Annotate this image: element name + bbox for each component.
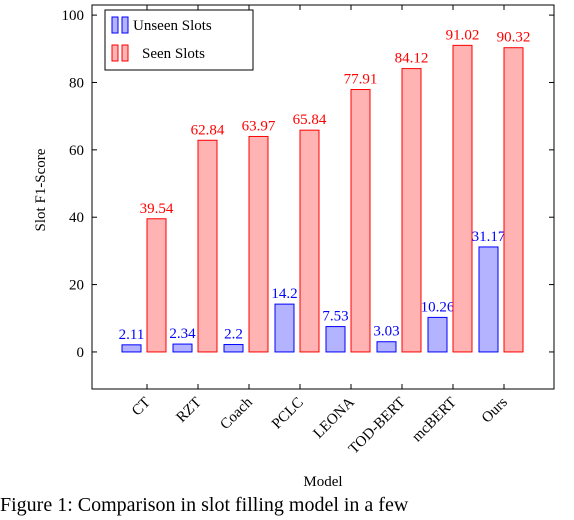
bar-seen [146,218,167,353]
figure-caption: Figure 1: Comparison in slot filling mod… [0,494,409,516]
legend-box [104,9,254,71]
data-label-seen: 39.54 [140,201,174,217]
data-label-unseen: 2.2 [224,327,243,343]
bar-unseen [121,344,142,353]
x-tick-label: Coach [217,394,256,433]
data-label-unseen: 7.53 [322,309,348,325]
bar-unseen [376,341,397,353]
x-tick-label: CT [129,395,154,420]
bar-seen [401,68,422,353]
x-tick-label: LEONA [311,394,358,441]
y-tick-label: 40 [69,210,84,226]
x-tick-label: mcBERT [409,395,460,446]
data-label-seen: 77.91 [344,72,378,88]
y-tick-label: 60 [69,143,84,159]
data-label-seen: 90.32 [497,30,531,46]
legend-swatch-unseen-b [121,16,129,34]
x-tick-label: Ours [479,394,511,426]
bar-unseen [325,326,346,353]
bar-unseen [427,316,448,353]
data-label-unseen: 14.2 [271,286,297,302]
bar-seen [452,44,473,353]
legend-label-seen: Seen Slots [142,46,205,62]
bar-seen [248,135,269,353]
bar-unseen [172,343,193,353]
bars-layer: 2.11 39.54 2.34 62.84 2.2 63.97 14.2 65.84 7.53 7… [119,27,531,353]
legend-label-unseen: Unseen Slots [133,18,212,34]
bar-chart: 2.11 39.54 2.34 62.84 2.2 63.97 14.2 65.84 7.53 7… [33,4,555,490]
data-label-seen: 91.02 [446,27,480,43]
data-label-unseen: 3.03 [373,324,399,340]
data-label-seen: 84.12 [395,51,429,67]
x-tick-label: RZT [173,395,204,426]
data-label-unseen: 10.26 [421,299,455,315]
data-label-unseen: 2.34 [169,326,196,342]
bar-unseen [223,344,244,353]
x-axis-title: Model [303,474,342,490]
plot-frame [91,4,555,390]
bar-seen [503,47,524,353]
bar-unseen [274,303,295,353]
legend-swatch-seen-b [121,44,129,62]
data-label-unseen: 31.17 [472,229,506,245]
x-tick-label: PCLC [269,395,307,433]
legend-swatch-seen-a [111,44,119,62]
bar-unseen [478,246,499,353]
data-label-unseen: 2.11 [119,327,145,343]
data-label-seen: 65.84 [293,112,327,128]
y-tick-label: 100 [62,8,85,24]
y-tick-label: 80 [69,75,84,91]
legend: Unseen Slots Seen Slots [104,9,254,71]
y-axis-title: Slot F1-Score [33,148,49,231]
bar-seen [299,129,320,353]
y-tick-label: 20 [69,278,84,294]
legend-swatch-unseen-a [111,16,119,34]
y-tick-label: 0 [77,345,85,361]
data-label-seen: 63.97 [242,118,276,134]
data-label-seen: 62.84 [191,122,225,138]
bar-seen [197,139,218,353]
bar-seen [350,89,371,353]
